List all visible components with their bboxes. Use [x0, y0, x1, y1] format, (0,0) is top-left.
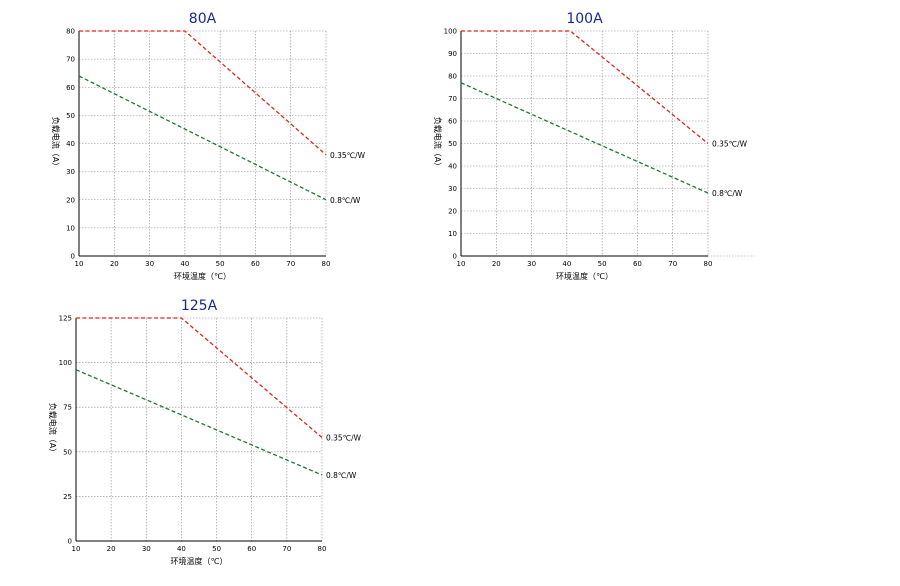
series-line-0	[461, 30, 709, 145]
x-tick-label: 70	[286, 260, 295, 268]
y-tick-label: 30	[66, 168, 75, 176]
x-tick-label: 40	[562, 260, 571, 268]
series-label: 0.8℃/W	[712, 189, 743, 198]
x-tick-label: 10	[457, 260, 466, 268]
y-tick-label: 40	[448, 163, 457, 171]
x-tick-label: 60	[251, 260, 260, 268]
y-tick-label: 0	[71, 253, 75, 261]
y-axis-label: 负载电流（A）	[48, 403, 58, 456]
x-axis-label: 环境温度（℃）	[174, 271, 231, 281]
x-tick-label: 30	[527, 260, 536, 268]
x-tick-label: 30	[145, 260, 154, 268]
series-label: 0.35℃/W	[712, 140, 748, 149]
y-tick-label: 100	[59, 359, 72, 367]
x-tick-label: 40	[180, 260, 189, 268]
chart-title: 125A	[181, 298, 218, 314]
y-tick-label: 0	[68, 538, 72, 546]
x-tick-label: 20	[107, 545, 116, 553]
y-tick-label: 25	[63, 493, 72, 501]
x-tick-label: 60	[633, 260, 642, 268]
y-tick-label: 40	[66, 140, 75, 148]
y-tick-label: 80	[66, 28, 75, 36]
x-axis-label: 环境温度（℃）	[556, 271, 613, 281]
y-axis-label: 负载电流（A）	[51, 117, 61, 170]
y-tick-label: 70	[448, 95, 457, 103]
x-tick-label: 20	[110, 260, 119, 268]
y-tick-label: 0	[453, 253, 457, 261]
y-tick-label: 30	[448, 185, 457, 193]
y-tick-label: 10	[448, 230, 457, 238]
y-tick-label: 10	[66, 224, 75, 232]
x-axis-label: 环境温度（℃）	[171, 556, 228, 566]
x-tick-label: 70	[282, 545, 291, 553]
y-axis-label: 负载电流（A）	[433, 117, 443, 170]
series-label: 0.35℃/W	[326, 434, 362, 443]
x-tick-label: 80	[318, 545, 327, 553]
x-tick-label: 10	[72, 545, 81, 553]
series-line-1	[75, 369, 323, 476]
x-tick-label: 80	[704, 260, 713, 268]
y-tick-label: 60	[66, 84, 75, 92]
x-tick-label: 50	[212, 545, 221, 553]
series-line-0	[76, 317, 323, 439]
chart-title: 100A	[566, 11, 603, 27]
chart-title: 80A	[189, 11, 217, 27]
y-tick-label: 125	[59, 315, 72, 323]
x-tick-label: 80	[322, 260, 331, 268]
x-tick-label: 50	[216, 260, 225, 268]
x-tick-label: 30	[142, 545, 151, 553]
y-tick-label: 75	[63, 404, 72, 412]
y-tick-label: 50	[66, 112, 75, 120]
y-tick-label: 50	[63, 448, 72, 456]
y-tick-label: 20	[66, 196, 75, 204]
series-line-1	[460, 82, 709, 194]
x-tick-label: 10	[75, 260, 84, 268]
y-tick-label: 90	[448, 50, 457, 58]
series-line-0	[79, 30, 327, 156]
series-label: 0.8℃/W	[330, 196, 361, 205]
x-tick-label: 50	[598, 260, 607, 268]
chart-2: 125A 10 20 30 40 50 60 70 80 0 25 50 75 100 125 环境温度（℃）…	[48, 298, 362, 566]
x-tick-label: 60	[247, 545, 256, 553]
series-line-1	[78, 75, 327, 201]
series-label: 0.35℃/W	[330, 151, 366, 160]
x-tick-label: 70	[668, 260, 677, 268]
x-tick-label: 20	[492, 260, 501, 268]
y-tick-label: 70	[66, 56, 75, 64]
y-tick-label: 80	[448, 73, 457, 81]
y-tick-label: 60	[448, 118, 457, 126]
series-label: 0.8℃/W	[326, 471, 357, 480]
y-tick-label: 100	[444, 28, 457, 36]
x-tick-label: 40	[177, 545, 186, 553]
y-tick-label: 20	[448, 208, 457, 216]
y-tick-label: 50	[448, 140, 457, 148]
